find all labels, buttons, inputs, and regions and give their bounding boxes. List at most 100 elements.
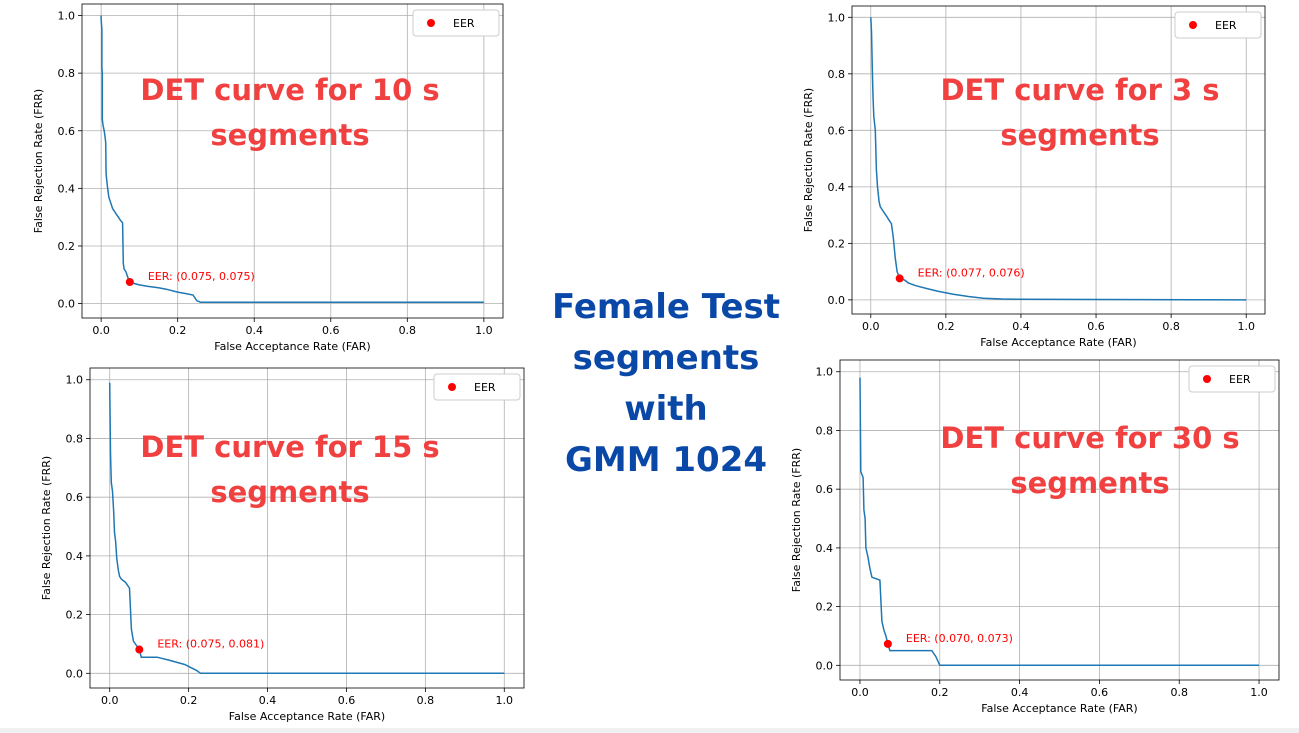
axes-frame: [81, 3, 504, 319]
axes-frame: [89, 367, 525, 689]
y-tick-label: 0.6: [66, 491, 84, 504]
axes-frame: [851, 5, 1266, 315]
overlay-title-30s: DET curve for 30 s segments: [930, 416, 1250, 506]
det-curve-line: [859, 377, 1259, 667]
x-tick-label: 1.0: [496, 694, 514, 707]
y-axis-label: False Rejection Rate (FRR): [40, 456, 53, 600]
x-tick-label: 0.4: [1011, 686, 1029, 699]
det-curve-line: [870, 17, 1247, 301]
x-axis-label: False Acceptance Rate (FAR): [980, 336, 1136, 349]
y-tick-label: 0.0: [816, 659, 834, 672]
y-tick-label: 0.0: [828, 294, 846, 307]
x-tick-label: 0.2: [937, 320, 955, 333]
legend-label: EER: [1215, 19, 1237, 32]
y-tick-label: 0.2: [66, 609, 84, 622]
x-axis-label: False Acceptance Rate (FAR): [981, 702, 1137, 715]
x-tick-label: 0.0: [862, 320, 880, 333]
y-tick-label: 0.2: [58, 240, 76, 253]
legend-label: EER: [1229, 373, 1251, 386]
legend-label: EER: [453, 17, 475, 30]
x-tick-label: 0.8: [417, 694, 435, 707]
y-axis-label: False Rejection Rate (FRR): [790, 448, 803, 592]
det-chart-30s: 0.0 0.2 0.4 0.6 0.8 1.0 0.0 0.2 0.4 0.6 0.8 1.0 Fals…: [790, 359, 1280, 715]
x-tick-label: 1.0: [1237, 320, 1255, 333]
y-tick-label: 0.0: [58, 298, 76, 311]
x-tick-label: 0.0: [92, 324, 110, 337]
axes-frame: [839, 359, 1280, 681]
y-tick-label: 0.8: [828, 68, 846, 81]
x-tick-label: 0.6: [322, 324, 340, 337]
y-axis-label: False Rejection Rate (FRR): [802, 88, 815, 232]
y-tick-label: 0.0: [66, 667, 84, 680]
legend-marker: [448, 383, 456, 391]
x-tick-label: 0.0: [851, 686, 869, 699]
y-tick-label: 0.6: [828, 124, 846, 137]
overlay-title-10s-line1: DET curve for 10 s: [140, 73, 440, 107]
y-tick-label: 0.4: [66, 550, 84, 563]
overlay-title-15s: DET curve for 15 s segments: [130, 425, 450, 515]
x-tick-label: 0.6: [338, 694, 356, 707]
det-curve-line: [108, 382, 505, 675]
x-tick-label: 0.0: [101, 694, 119, 707]
det-chart-3s: 0.0 0.2 0.4 0.6 0.8 1.0 0.0 0.2 0.4 0.6 0.8 1.0 Fals…: [802, 5, 1266, 349]
eer-point: [125, 277, 134, 286]
y-axis-label: False Rejection Rate (FRR): [32, 89, 45, 233]
eer-annotation: EER: (0.075, 0.075): [148, 270, 255, 283]
eer-point: [135, 645, 144, 654]
legend-box: [1188, 365, 1276, 393]
legend-label: EER: [474, 381, 496, 394]
x-tick-label: 0.8: [399, 324, 417, 337]
det-chart-10s: 0.0 0.2 0.4 0.6 0.8 1.0 0.0 0.2 0.4 0.6 0.8 1.0 Fals…: [32, 3, 504, 353]
legend-box: [1174, 11, 1262, 39]
y-tick-label: 1.0: [816, 366, 834, 379]
center-title: Female Test segments with GMM 1024: [530, 282, 802, 486]
legend-marker: [427, 19, 435, 27]
overlay-title-3s: DET curve for 3 s segments: [920, 68, 1240, 158]
legend-marker: [1203, 375, 1211, 383]
y-tick-label: 0.6: [816, 483, 834, 496]
y-tick-label: 0.4: [828, 181, 846, 194]
x-tick-label: 0.6: [1091, 686, 1109, 699]
det-curve-line: [100, 15, 484, 303]
y-tick-label: 0.4: [816, 542, 834, 555]
overlay-title-10s: DET curve for 10 s segments: [130, 68, 450, 158]
overlay-title-3s-line1: DET curve for 3 s: [940, 73, 1220, 107]
center-title-line2: segments with: [572, 338, 760, 429]
eer-annotation: EER: (0.070, 0.073): [906, 632, 1013, 645]
eer-annotation: EER: (0.075, 0.081): [157, 638, 264, 651]
eer-annotation: EER: (0.077, 0.076): [918, 266, 1025, 279]
legend-marker: [1189, 21, 1197, 29]
y-tick-label: 0.6: [58, 125, 76, 138]
overlay-title-15s-line1: DET curve for 15 s: [140, 430, 440, 464]
x-tick-label: 0.2: [180, 694, 198, 707]
x-tick-label: 1.0: [1250, 686, 1268, 699]
legend-box: [433, 373, 521, 401]
x-tick-label: 0.4: [259, 694, 277, 707]
x-axis-label: False Acceptance Rate (FAR): [214, 340, 370, 353]
y-tick-label: 0.2: [816, 601, 834, 614]
x-tick-label: 0.4: [1012, 320, 1030, 333]
y-tick-label: 1.0: [828, 11, 846, 24]
overlay-title-15s-line2: segments: [210, 475, 370, 509]
overlay-title-30s-line2: segments: [1010, 466, 1170, 500]
y-tick-label: 0.8: [66, 432, 84, 445]
center-title-line1: Female Test: [551, 287, 781, 327]
x-tick-label: 0.8: [1162, 320, 1180, 333]
x-tick-label: 1.0: [475, 324, 493, 337]
eer-point: [883, 639, 892, 648]
eer-point: [895, 274, 904, 283]
y-tick-label: 1.0: [58, 10, 76, 23]
x-tick-label: 0.2: [931, 686, 949, 699]
y-tick-label: 1.0: [66, 374, 84, 387]
center-title-line3: GMM 1024: [564, 440, 768, 480]
x-axis-label: False Acceptance Rate (FAR): [229, 710, 385, 723]
x-tick-label: 0.8: [1170, 686, 1188, 699]
y-tick-label: 0.8: [58, 67, 76, 80]
y-tick-label: 0.4: [58, 182, 76, 195]
legend-box: [412, 9, 500, 37]
x-tick-label: 0.6: [1087, 320, 1105, 333]
y-tick-label: 0.8: [816, 424, 834, 437]
overlay-title-10s-line2: segments: [210, 118, 370, 152]
det-chart-15s: 0.0 0.2 0.4 0.6 0.8 1.0 0.0 0.2 0.4 0.6 0.8 1.0 Fals…: [40, 367, 525, 723]
x-tick-label: 0.4: [245, 324, 263, 337]
